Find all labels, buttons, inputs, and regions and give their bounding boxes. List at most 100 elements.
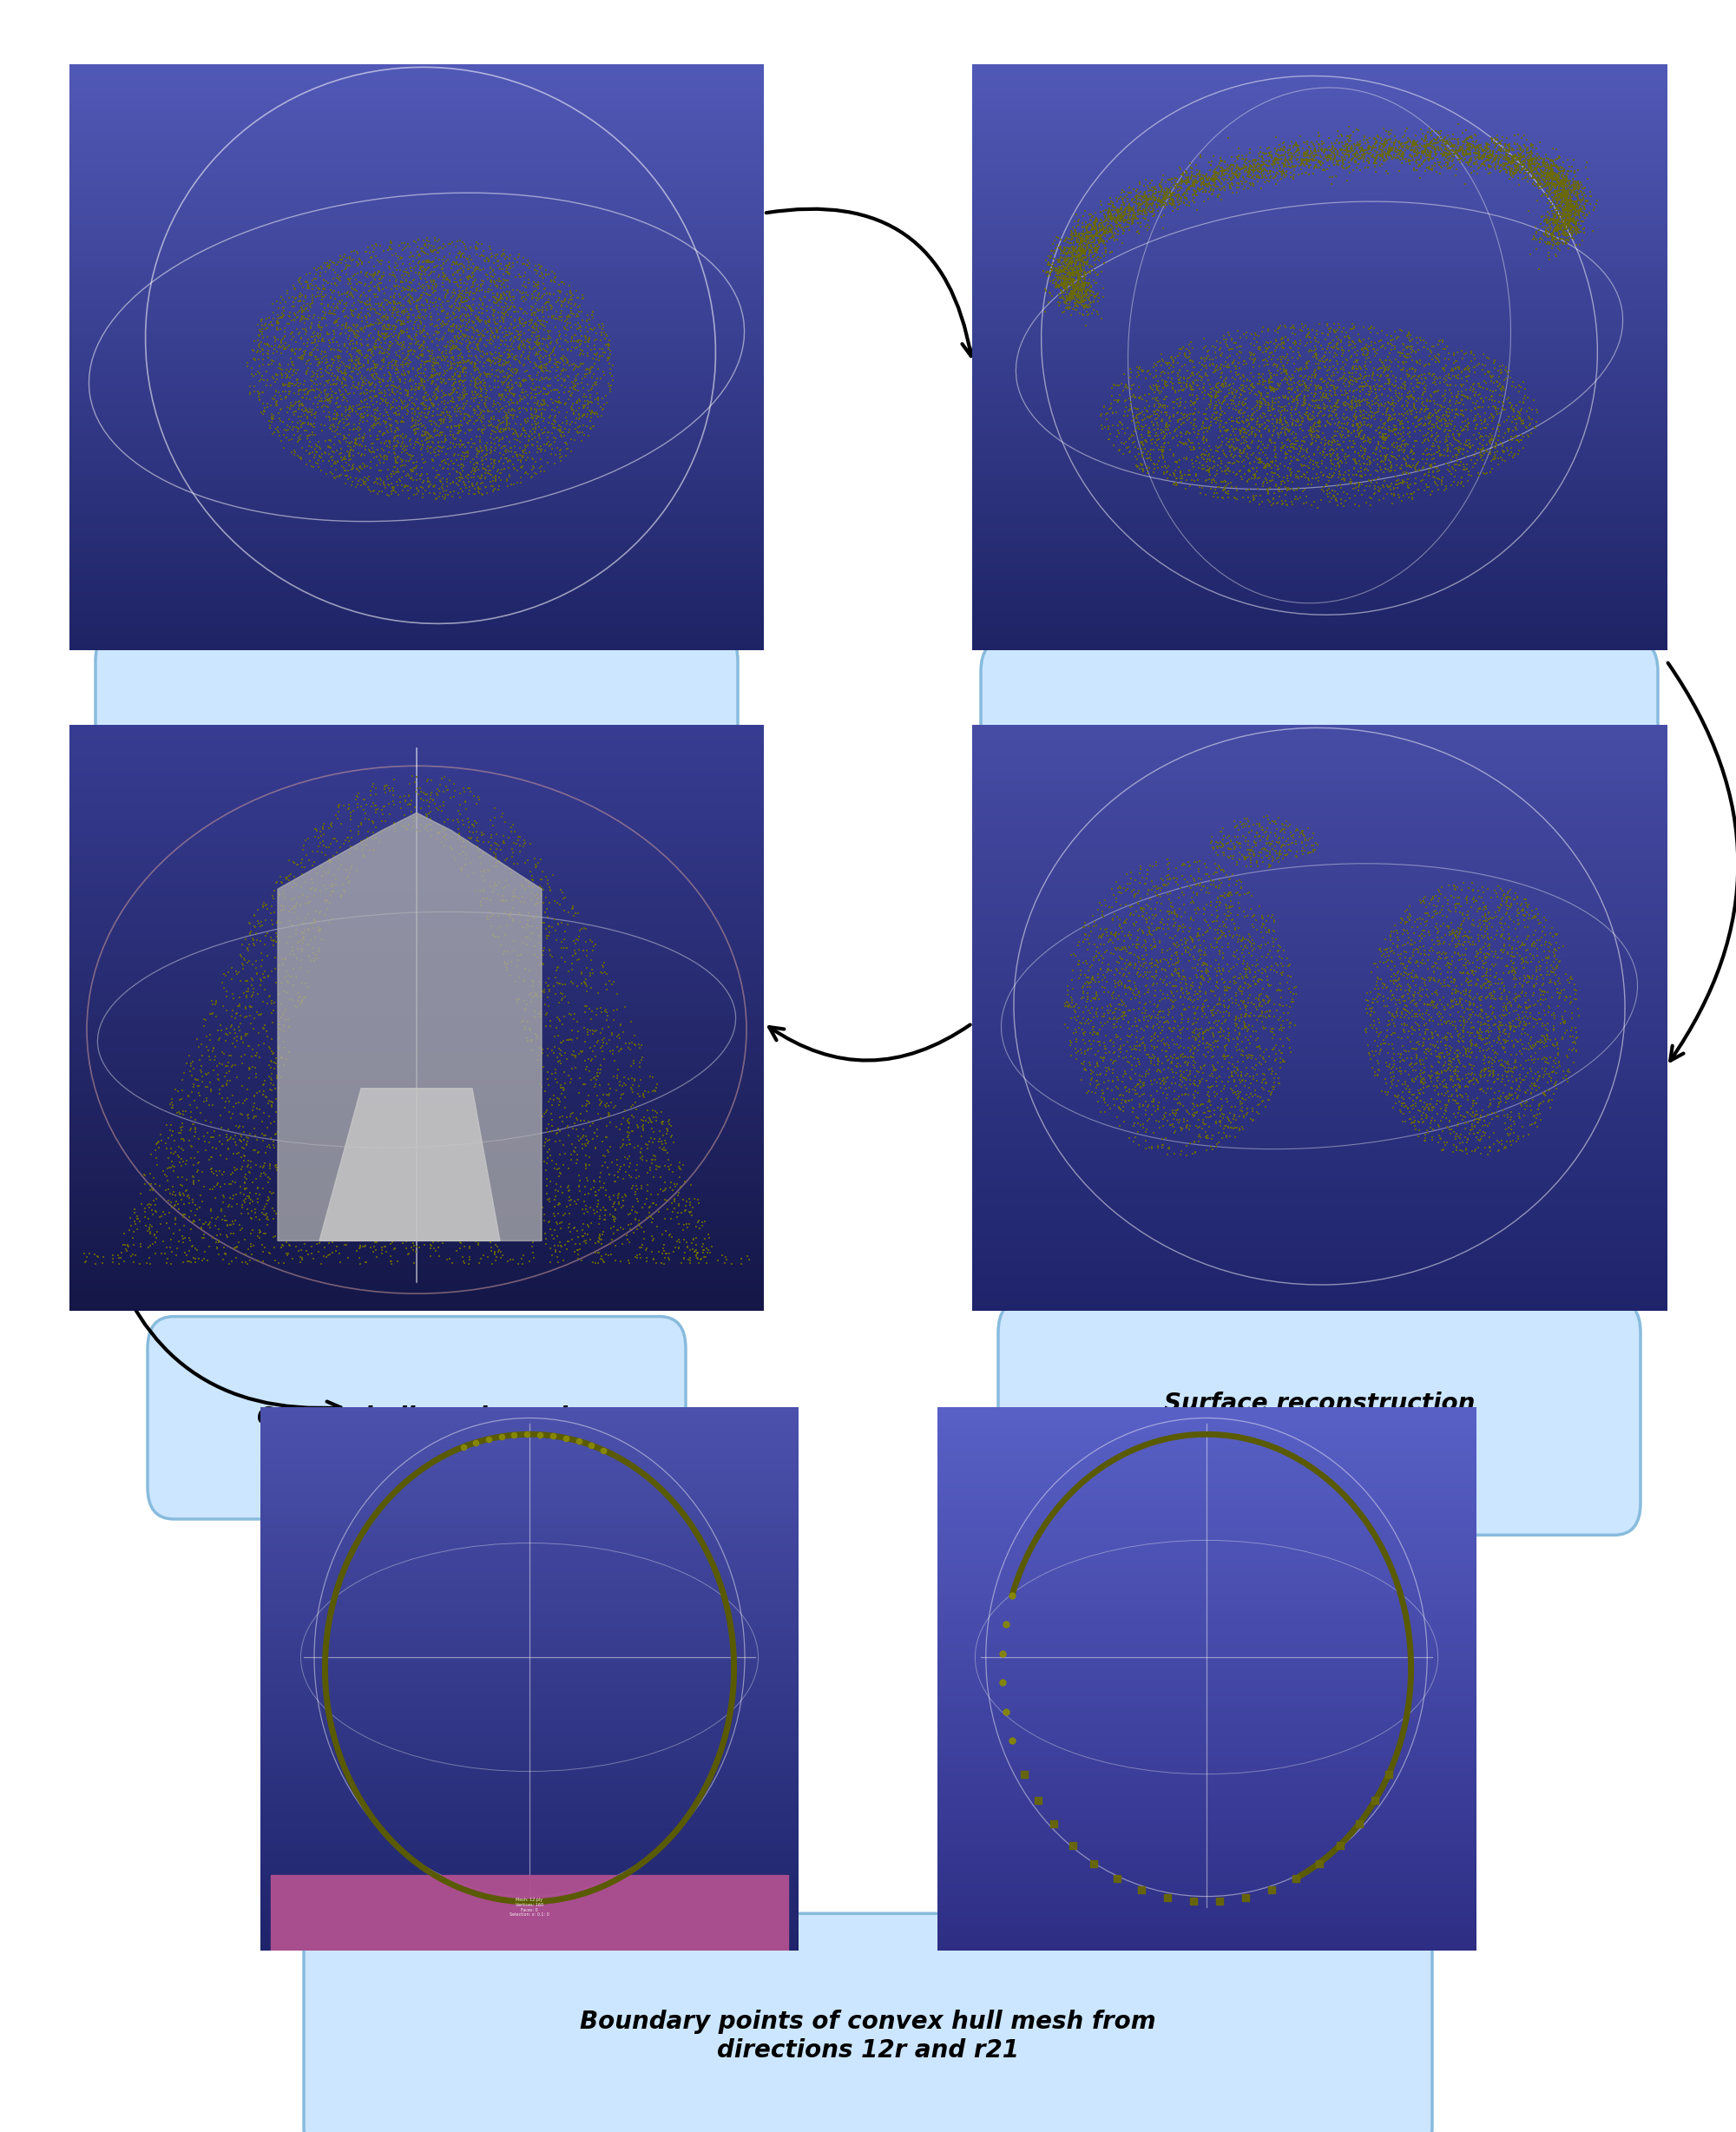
Point — [1217, 354, 1245, 388]
Point — [1172, 927, 1200, 962]
Point — [1217, 384, 1245, 418]
Point — [1312, 343, 1340, 377]
Point — [118, 1209, 146, 1243]
Point — [1536, 151, 1564, 185]
Point — [309, 812, 337, 846]
Point — [649, 1217, 677, 1251]
Point — [1566, 200, 1594, 235]
Point — [1364, 949, 1392, 983]
Point — [540, 885, 568, 919]
Point — [1411, 947, 1439, 981]
Point — [1156, 932, 1184, 966]
Point — [1055, 245, 1083, 279]
Point — [316, 411, 344, 446]
Point — [1377, 373, 1404, 407]
Point — [399, 1232, 427, 1266]
Point — [1064, 947, 1092, 981]
Point — [1496, 872, 1524, 906]
Point — [1552, 226, 1580, 260]
Point — [1375, 1047, 1403, 1081]
Point — [1554, 179, 1581, 213]
Point — [1062, 266, 1090, 301]
Point — [404, 298, 432, 333]
Point — [1141, 1021, 1168, 1055]
Point — [141, 1194, 168, 1228]
Point — [1123, 927, 1151, 962]
Point — [1047, 266, 1075, 301]
Point — [491, 411, 519, 446]
Point — [1050, 230, 1078, 264]
Point — [495, 316, 523, 350]
Point — [1533, 151, 1561, 185]
Point — [566, 401, 594, 435]
Point — [1234, 981, 1262, 1015]
Point — [1576, 196, 1604, 230]
Point — [1394, 318, 1422, 352]
Point — [1342, 139, 1370, 173]
Point — [1118, 200, 1146, 235]
Point — [1493, 891, 1521, 925]
Point — [1345, 458, 1373, 492]
Point — [1271, 143, 1299, 177]
Point — [1437, 443, 1465, 478]
Point — [1175, 369, 1203, 403]
Point — [319, 367, 347, 401]
Point — [1554, 1051, 1581, 1085]
Point — [1064, 228, 1092, 262]
Point — [1378, 318, 1406, 352]
Point — [1507, 401, 1535, 435]
Point — [1229, 959, 1257, 994]
Point — [1410, 1070, 1437, 1104]
Point — [559, 324, 587, 358]
Point — [1180, 1017, 1208, 1051]
Point — [1238, 996, 1266, 1030]
Point — [1453, 957, 1481, 991]
Point — [201, 1168, 229, 1202]
Point — [1540, 207, 1568, 241]
Point — [1075, 215, 1102, 249]
Point — [1545, 179, 1573, 213]
Point — [1457, 974, 1484, 1008]
Point — [1448, 1062, 1476, 1096]
Point — [1123, 194, 1151, 228]
Point — [1149, 1092, 1177, 1126]
Point — [1469, 876, 1496, 910]
Point — [1132, 181, 1160, 215]
Point — [1215, 1096, 1243, 1130]
Point — [1201, 160, 1229, 194]
Point — [1424, 964, 1451, 998]
Point — [564, 311, 592, 345]
Point — [222, 998, 250, 1032]
Point — [1394, 386, 1422, 420]
Point — [549, 288, 576, 322]
Point — [314, 352, 342, 386]
Point — [1469, 994, 1496, 1028]
Point — [1066, 266, 1094, 301]
Point — [455, 309, 483, 343]
Point — [1469, 885, 1496, 919]
Point — [531, 313, 559, 348]
Point — [1432, 132, 1460, 166]
Point — [1191, 998, 1219, 1032]
Point — [1455, 1064, 1483, 1098]
Point — [465, 305, 493, 339]
Point — [1500, 947, 1528, 981]
Point — [1347, 450, 1375, 484]
Point — [1279, 367, 1307, 401]
Point — [1408, 1083, 1436, 1117]
Point — [1082, 1017, 1109, 1051]
Point — [1533, 158, 1561, 192]
Point — [365, 475, 392, 510]
Point — [1130, 168, 1158, 203]
Point — [1213, 475, 1241, 510]
Point — [599, 1060, 627, 1094]
Point — [1302, 348, 1330, 382]
Point — [208, 1192, 236, 1226]
Point — [304, 910, 332, 944]
Point — [1450, 452, 1477, 486]
Point — [1463, 934, 1491, 968]
Point — [1208, 154, 1236, 188]
Point — [321, 411, 349, 446]
Point — [474, 262, 502, 296]
Point — [181, 1241, 208, 1275]
